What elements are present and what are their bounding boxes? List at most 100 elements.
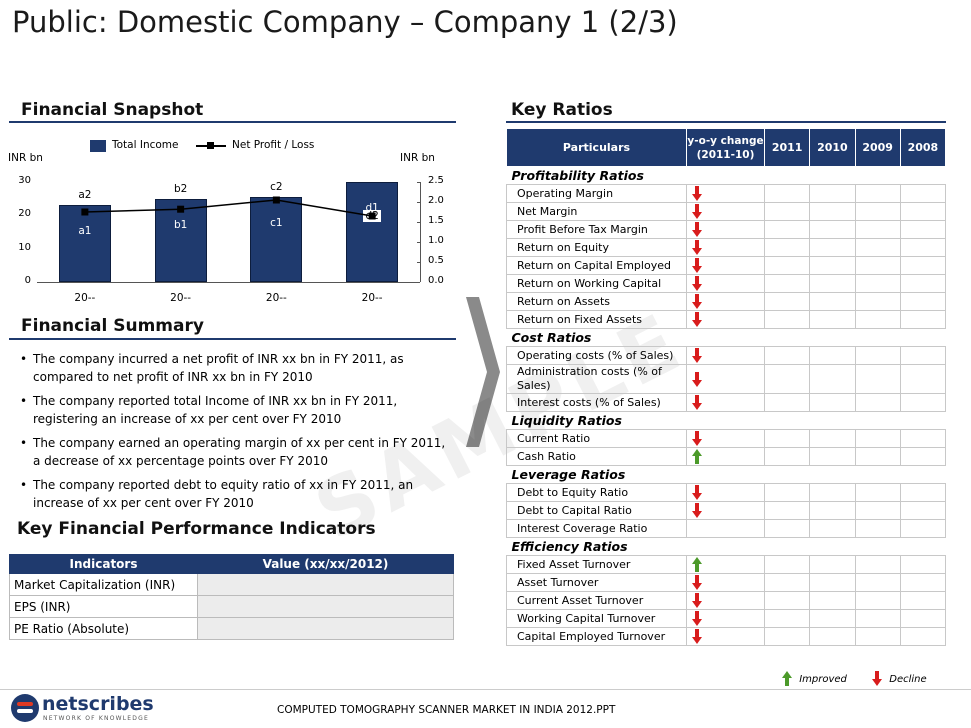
ratio-label: Net Margin [506,202,687,221]
legend-line-marker [207,142,214,149]
x-tick-label: 20-- [265,292,287,304]
ratios-header-2010: 2010 [809,128,856,167]
kpi-value [197,573,454,596]
brand-tagline: NETWORK OF KNOWLEDGE [43,715,149,722]
page-title: Public: Domestic Company – Company 1 (2/… [12,5,678,39]
bar-inner-label: c1 [270,217,283,229]
ratio-value-cell [763,555,811,574]
table-row: Return on Assets [506,292,947,311]
y-right-label: INR bn [400,152,435,164]
bar-top-label: b2 [173,182,188,195]
table-row: Profit Before Tax Margin [506,220,947,239]
net-profit-point [272,196,280,204]
decline-arrow-icon [692,258,702,273]
ratio-value-cell [854,274,901,293]
ratio-value-cell [899,393,947,412]
empty-cell [855,167,900,185]
ratio-value-cell [763,364,811,394]
ratios-underline [506,121,946,123]
improved-arrow-icon [782,671,792,686]
table-row: Net Margin [506,202,947,221]
y-right-tick: 1.5 [428,215,444,226]
ratio-value-cell [899,483,947,502]
ratio-value-cell [899,310,947,329]
ratio-value-cell [854,501,901,520]
ratio-value-cell [809,346,856,365]
bullet-line: registering an increase of xx per cent o… [33,412,342,426]
bar-top-label: c2 [270,181,283,193]
ratio-value-cell [763,310,811,329]
ratio-value-cell [763,519,811,538]
ratio-value-cell [763,591,811,610]
decline-arrow-icon [872,671,883,686]
ratio-value-cell [809,310,856,329]
decline-arrow-icon [692,294,702,309]
legend-total-income: Total Income [112,139,179,151]
empty-cell [810,167,855,185]
ratio-value-cell [763,274,811,293]
ratio-value-cell [899,274,947,293]
ratio-trend-cell [686,274,765,293]
ratio-trend-cell [686,256,765,275]
ratio-value-cell [809,364,856,394]
table-row: Return on Fixed Assets [506,310,947,329]
net-profit-point [177,205,185,213]
ratio-label: Return on Fixed Assets [506,310,687,329]
ratio-value-cell [763,501,811,520]
ratio-value-cell [899,202,947,221]
ratio-value-cell [899,627,947,646]
kpi-header-value: Value (xx/xx/2012) [197,554,454,574]
x-tick-label: 20-- [170,292,192,304]
ratio-value-cell [899,346,947,365]
ratio-trend-cell [686,573,765,592]
ratio-value-cell [854,483,901,502]
empty-cell [900,167,945,185]
chevron-arrow-icon [466,297,500,447]
ratio-value-cell [854,346,901,365]
ratio-trend-cell [686,447,765,466]
y-right-tick: 2.0 [428,195,444,206]
x-axis [37,282,420,283]
ratio-value-cell [809,519,856,538]
footer-divider [0,689,971,690]
ratio-value-cell [854,184,901,203]
chart-bar [346,182,399,282]
footer-document-name: COMPUTED TOMOGRAPHY SCANNER MARKET IN IN… [277,704,616,716]
financial-snapshot-chart: Total Income Net Profit / Loss INR bn IN… [0,125,470,310]
net-profit-line [84,199,373,217]
ratio-value-cell [854,429,901,448]
ratio-value-cell [899,429,947,448]
ratio-value-cell [899,220,947,239]
table-row: Market Capitalization (INR) [9,573,454,596]
ratio-value-cell [809,555,856,574]
ratio-value-cell [899,573,947,592]
ratio-value-cell [763,292,811,311]
x-tick-label: 20-- [74,292,96,304]
ratio-trend-cell [686,238,765,257]
kpi-value [197,595,454,618]
ratio-category-row: Leverage Ratios [507,466,946,484]
ratio-value-cell [899,519,947,538]
decline-arrow-icon [692,240,702,255]
decline-arrow-icon [692,503,702,518]
ratio-category: Leverage Ratios [511,467,626,482]
bullet-line: The company reported debt to equity rati… [33,478,414,492]
empty-cell [687,412,765,430]
ratio-value-cell [854,447,901,466]
y-right-tick: 0.5 [428,255,444,266]
empty-cell [855,329,900,347]
table-row: Current Asset Turnover [506,591,947,610]
ratio-label: Return on Capital Employed [506,256,687,275]
decline-arrow-icon [692,431,702,446]
snapshot-heading: Financial Snapshot [21,100,204,120]
ratio-category-row: Efficiency Ratios [507,538,946,556]
ratio-category-row: Profitability Ratios [507,167,946,185]
ratio-label: Return on Equity [506,238,687,257]
ratio-category: Cost Ratios [511,330,592,345]
ratio-trend-cell [686,364,765,394]
ratio-value-cell [809,202,856,221]
ratio-category: Profitability Ratios [511,168,644,183]
ratio-label: Return on Working Capital [506,274,687,293]
kpi-indicator: PE Ratio (Absolute) [9,617,198,640]
summary-bullet: The company reported total Income of INR… [20,392,460,428]
